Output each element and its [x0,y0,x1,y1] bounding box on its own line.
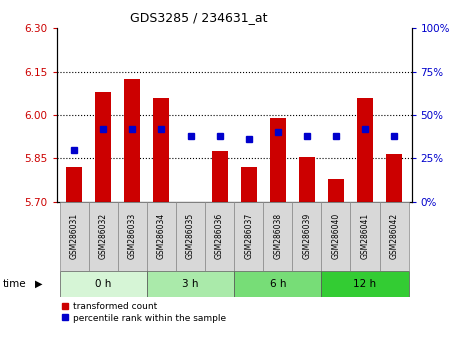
Bar [263,202,292,271]
Bar [386,154,402,202]
Text: GSM286031: GSM286031 [70,213,79,259]
Bar [66,167,82,202]
Text: GDS3285 / 234631_at: GDS3285 / 234631_at [130,11,267,24]
Bar [299,157,315,202]
Text: GSM286033: GSM286033 [128,213,137,259]
Bar [234,202,263,271]
Bar [292,202,321,271]
Bar [379,202,409,271]
Text: GSM286039: GSM286039 [302,213,311,259]
Text: GSM286034: GSM286034 [157,213,166,259]
Text: 12 h: 12 h [353,279,377,289]
Text: time: time [2,279,26,289]
Bar [147,271,234,297]
Bar [234,271,321,297]
Bar [153,98,169,202]
Text: GSM286040: GSM286040 [332,213,341,259]
Bar [350,202,379,271]
Bar [211,151,228,202]
Bar [270,118,286,202]
Bar [95,92,111,202]
Bar [124,79,140,202]
Bar [60,271,147,297]
Bar [118,202,147,271]
Bar [357,98,373,202]
Text: 3 h: 3 h [182,279,199,289]
Bar [205,202,234,271]
Text: 0 h: 0 h [95,279,112,289]
Bar [321,271,409,297]
Text: GSM286036: GSM286036 [215,213,224,259]
Text: GSM286041: GSM286041 [360,213,369,259]
Bar [60,202,89,271]
Bar [328,179,344,202]
Text: ▶: ▶ [35,279,42,289]
Text: GSM286037: GSM286037 [244,213,253,259]
Text: GSM286038: GSM286038 [273,213,282,259]
Bar [241,167,257,202]
Bar [176,202,205,271]
Bar [89,202,118,271]
Text: GSM286035: GSM286035 [186,213,195,259]
Bar [321,202,350,271]
Bar [147,202,176,271]
Text: GSM286032: GSM286032 [99,213,108,259]
Text: 6 h: 6 h [270,279,286,289]
Legend: transformed count, percentile rank within the sample: transformed count, percentile rank withi… [61,302,226,322]
Text: GSM286042: GSM286042 [390,213,399,259]
